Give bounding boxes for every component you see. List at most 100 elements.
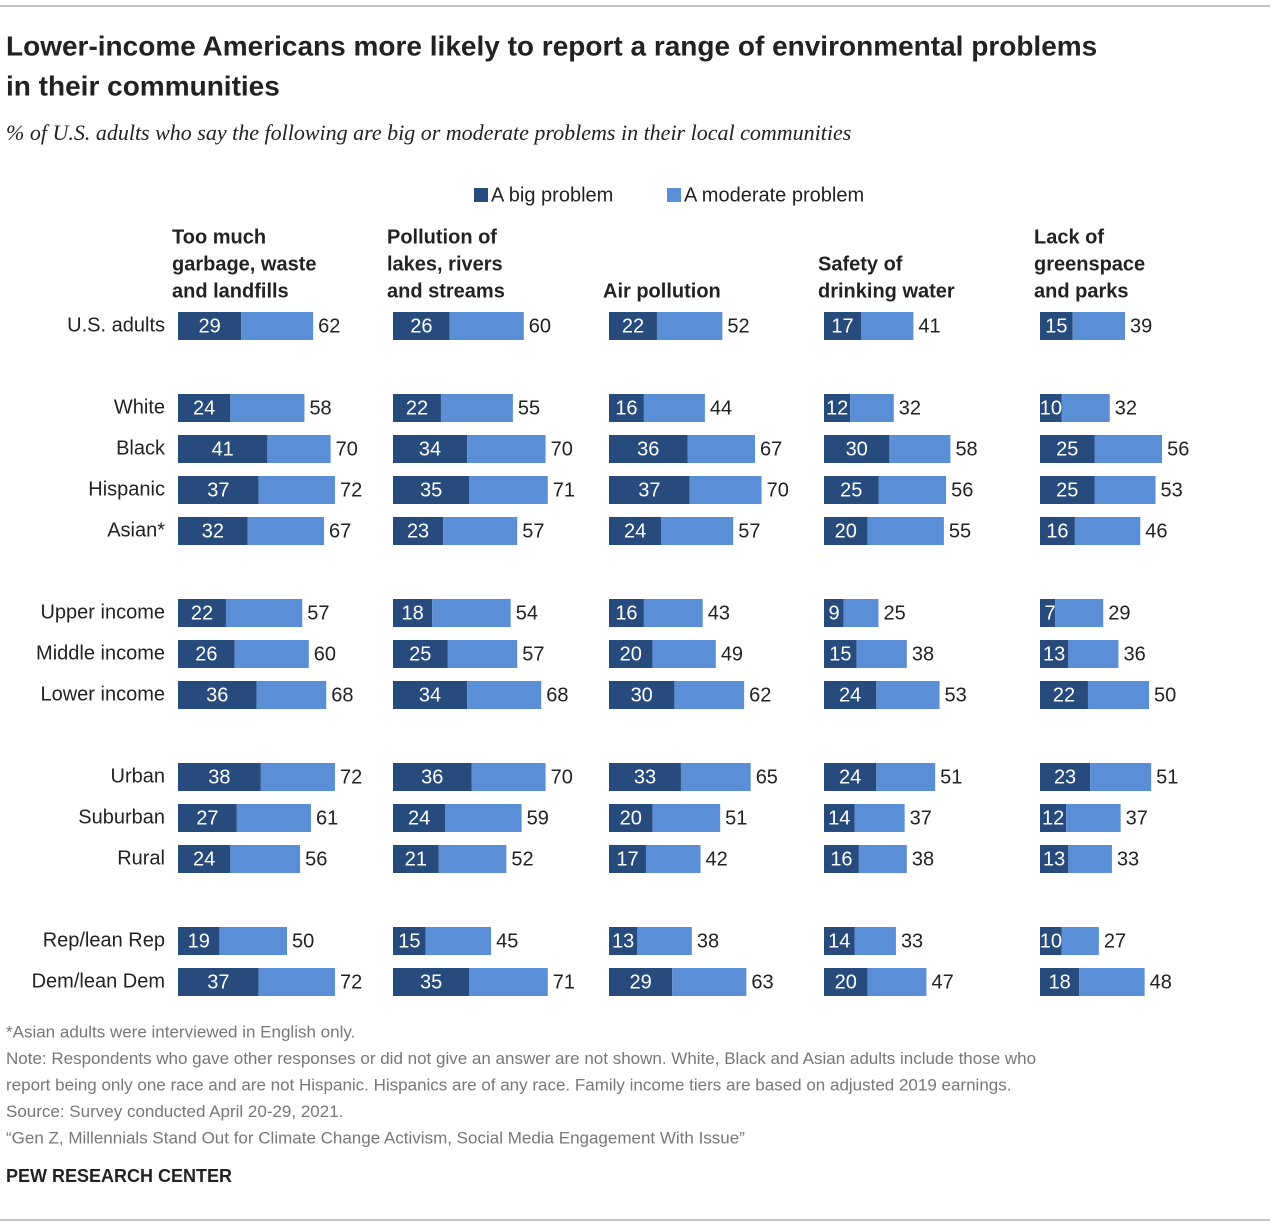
bar-big [609,681,675,709]
bar-moderate [1074,517,1141,545]
big-label: 32 [202,520,224,542]
big-label: 27 [196,807,218,829]
total-label: 50 [292,930,314,952]
total-label: 37 [910,807,932,829]
panel-title: garbage, waste [172,253,317,275]
bar-big [1040,927,1062,955]
bar-moderate [1061,927,1099,955]
big-label: 14 [828,807,850,829]
big-label: 15 [398,930,420,952]
bar-big [609,845,647,873]
bar-moderate [467,681,542,709]
bar-moderate [236,804,311,832]
row-label: White [114,396,165,418]
total-label: 32 [1115,397,1137,419]
total-label: 37 [1126,807,1148,829]
bar-big [1040,312,1073,340]
row-label: Lower income [40,683,165,705]
big-label: 13 [1043,643,1065,665]
bar-moderate [646,845,701,873]
bar-moderate [672,968,747,996]
bar-big [609,394,644,422]
bar-big [178,927,220,955]
panel-title: and landfills [172,280,289,302]
bar-big [393,763,472,791]
total-label: 59 [527,807,549,829]
row-label: Black [116,437,166,459]
big-label: 36 [421,766,443,788]
big-label: 35 [420,479,442,501]
row-label: Suburban [78,806,165,828]
panel-title: greenspace [1034,253,1145,275]
bar-big [178,517,248,545]
note: “Gen Z, Millennials Stand Out for Climat… [6,1128,745,1147]
bar-big [824,640,857,668]
big-label: 22 [1053,684,1075,706]
total-label: 44 [710,397,732,419]
bar-big [1040,681,1088,709]
bar-moderate [230,845,301,873]
big-label: 9 [828,602,839,624]
bar-moderate [256,681,327,709]
big-label: 36 [637,438,659,460]
bar-moderate [876,681,940,709]
chart-title: Lower-income Americans more likely to re… [6,30,1097,61]
big-label: 20 [620,807,642,829]
bar-moderate [867,517,944,545]
bar-big [1040,476,1095,504]
bar-moderate [471,763,546,791]
bar-moderate [241,312,314,340]
big-label: 41 [212,438,234,460]
big-label: 15 [829,643,851,665]
bar-moderate [652,640,716,668]
big-label: 17 [616,848,638,870]
total-label: 25 [884,602,906,624]
bar-big [824,968,868,996]
bar-moderate [1068,845,1112,873]
big-label: 37 [638,479,660,501]
bar-moderate [867,968,927,996]
row-label: Hispanic [88,478,165,500]
bar-moderate [1072,312,1126,340]
row-label: Rep/lean Rep [43,929,165,951]
bar-big [393,804,446,832]
panel-title: lakes, rivers [387,253,503,275]
big-label: 36 [206,684,228,706]
bar-moderate [445,804,522,832]
bar-moderate [854,804,905,832]
total-label: 53 [945,684,967,706]
big-label: 30 [846,438,868,460]
big-label: 10 [1040,930,1062,952]
note: *Asian adults were interviewed in Englis… [6,1022,355,1041]
big-label: 24 [624,520,646,542]
bar-big [178,476,259,504]
total-label: 72 [340,479,362,501]
bar-moderate [1068,640,1119,668]
total-label: 56 [305,848,327,870]
bar-big [609,927,638,955]
note: report being only one race and are not H… [6,1075,1011,1094]
big-label: 24 [839,684,861,706]
row-label: U.S. adults [67,314,165,336]
bar-moderate [661,517,734,545]
panel-title: drinking water [818,280,955,302]
bar-big [609,640,653,668]
bar-big [609,312,657,340]
bar-moderate [858,845,907,873]
bar-moderate [440,394,513,422]
bar-moderate [1090,763,1152,791]
bar-moderate [225,599,303,627]
bar-moderate [689,476,762,504]
total-label: 43 [708,602,730,624]
total-label: 39 [1130,315,1152,337]
total-label: 62 [749,684,771,706]
total-label: 68 [331,684,353,706]
legend-swatch [474,188,488,202]
total-label: 50 [1154,684,1176,706]
bar-big [178,640,235,668]
big-label: 16 [830,848,852,870]
big-label: 26 [195,643,217,665]
bar-big [824,927,855,955]
bar-big [393,517,444,545]
